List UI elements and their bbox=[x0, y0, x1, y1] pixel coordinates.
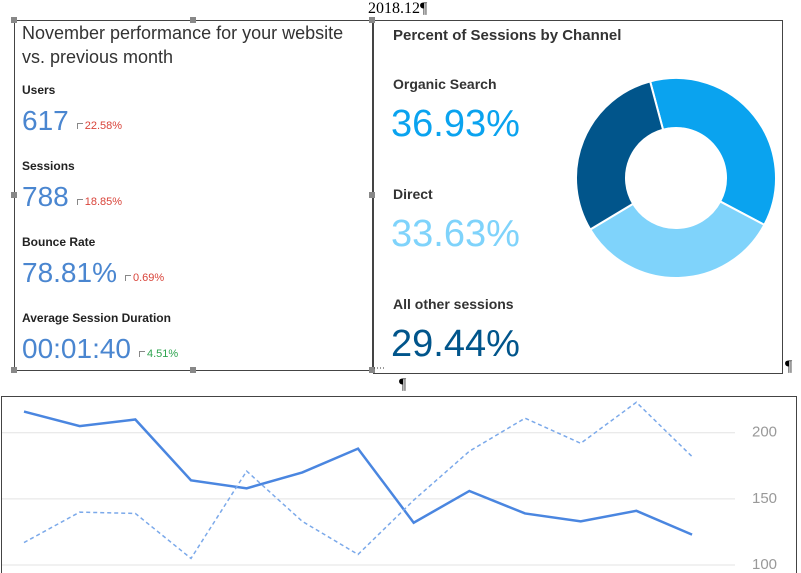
channel-label: All other sessions bbox=[393, 296, 514, 312]
metric-change: 22.58% bbox=[76, 120, 123, 132]
donut-segment bbox=[575, 80, 665, 231]
metric-label: Bounce Rate bbox=[22, 235, 96, 249]
trend-icon bbox=[76, 123, 83, 129]
channel-label: Organic Search bbox=[393, 76, 497, 92]
metric-value: 78.81% bbox=[22, 257, 117, 288]
pilcrow: ¶ bbox=[399, 376, 407, 393]
metric-row: 788 18.85% bbox=[22, 181, 122, 213]
line-series bbox=[23, 401, 693, 560]
trend-icon bbox=[76, 199, 83, 205]
metrics-panel: November performance for your website vs… bbox=[14, 20, 373, 371]
channel-panel: Percent of Sessions by Channel Organic S… bbox=[373, 20, 783, 374]
change-text: 18.85% bbox=[84, 196, 123, 208]
donut-chart bbox=[575, 77, 777, 279]
metric-change: 18.85% bbox=[76, 196, 123, 208]
metric-row: 00:01:40 4.51% bbox=[22, 333, 178, 365]
metric-value: 617 bbox=[22, 105, 69, 136]
heading: 2018.12¶ bbox=[368, 0, 428, 17]
metric-change: 0.69% bbox=[124, 272, 165, 284]
channel-value: 33.63% bbox=[391, 213, 520, 255]
handles bbox=[11, 17, 375, 373]
metric-label: Users bbox=[22, 83, 56, 97]
donut-segment bbox=[648, 77, 777, 227]
channel-label: Direct bbox=[393, 186, 433, 202]
line-chart: 100 150 200 bbox=[1, 396, 797, 573]
selection-handles bbox=[11, 17, 386, 373]
metric-label: Average Session Duration bbox=[22, 311, 171, 325]
channel-value: 29.44% bbox=[391, 323, 520, 365]
y-tick-label: 150 bbox=[752, 490, 777, 507]
channel-value: 36.93% bbox=[391, 103, 520, 145]
metric-change: 4.51% bbox=[139, 348, 178, 360]
donut-segment bbox=[588, 200, 766, 279]
y-tick-label: 200 bbox=[752, 424, 777, 441]
line-series bbox=[23, 410, 693, 536]
metric-value: 788 bbox=[22, 181, 69, 212]
change-text: 0.69% bbox=[132, 272, 165, 284]
metric-label: Sessions bbox=[22, 159, 75, 173]
metric-row: 78.81% 0.69% bbox=[22, 257, 164, 289]
metric-value: 00:01:40 bbox=[22, 333, 131, 364]
panel-title: November performance for your website vs… bbox=[22, 23, 344, 67]
chart-frame bbox=[1, 396, 797, 573]
change-text: 22.58% bbox=[84, 120, 123, 132]
chart-title: Percent of Sessions by Channel bbox=[393, 27, 622, 44]
trend-icon bbox=[139, 351, 145, 357]
pilcrow: ¶ bbox=[785, 358, 793, 375]
change-text: 4.51% bbox=[147, 348, 179, 360]
y-tick-label: 100 bbox=[752, 556, 777, 573]
metric-row: 617 22.58% bbox=[22, 105, 122, 137]
trend-icon bbox=[124, 275, 131, 281]
